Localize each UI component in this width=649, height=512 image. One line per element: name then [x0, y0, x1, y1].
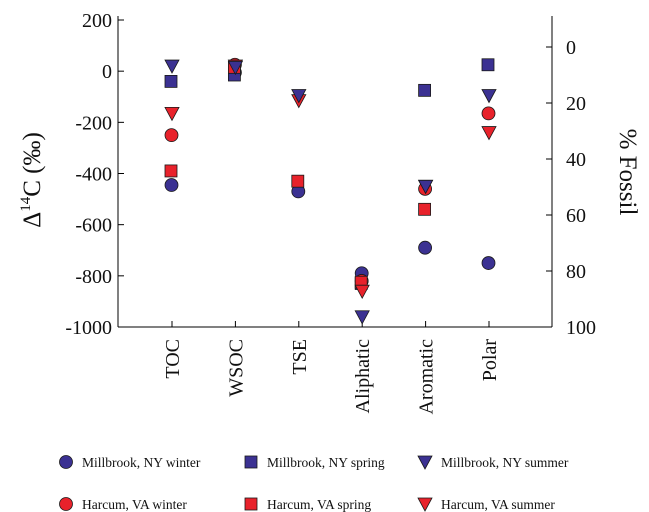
- y-tick-label: -600: [75, 215, 112, 237]
- y-tick-label: 200: [82, 10, 112, 32]
- data-point: [291, 174, 305, 188]
- y2-tick-label: 40: [566, 149, 586, 171]
- legend-marker: [59, 497, 73, 511]
- y-tick-label: -200: [75, 112, 112, 134]
- data-point: [164, 164, 178, 178]
- data-point: [418, 83, 432, 97]
- y-tick-label: -800: [75, 266, 112, 288]
- legend-item: Harcum, VA winter: [59, 497, 187, 512]
- y-axis-title-superscript: 14: [18, 196, 34, 212]
- data-point: [418, 240, 433, 255]
- legend-label: Millbrook, NY winter: [82, 455, 201, 470]
- legend-marker: [59, 455, 73, 469]
- x-tick-label: TSE: [289, 339, 311, 375]
- data-point: [354, 310, 370, 325]
- legend-label: Millbrook, NY spring: [267, 455, 385, 470]
- y-axis-title: Δ14C (‰): [18, 132, 46, 228]
- legend-marker: [244, 455, 258, 469]
- data-point: [164, 59, 180, 74]
- data-point: [481, 126, 497, 141]
- data-points: [164, 57, 497, 325]
- data-point: [481, 256, 496, 270]
- legend-label: Millbrook, NY summer: [441, 455, 569, 470]
- legend-label: Harcum, VA summer: [441, 497, 555, 512]
- y2-tick-label: 100: [566, 317, 596, 339]
- data-point: [418, 202, 432, 216]
- x-tick-label: TOC: [162, 339, 184, 379]
- legend-item: Harcum, VA summer: [417, 497, 555, 512]
- y-axis-title-suffix: C (‰): [19, 132, 46, 197]
- data-point: [164, 128, 179, 143]
- x-tick-label: WSOC: [225, 339, 247, 397]
- x-tick-label: Polar: [479, 339, 501, 382]
- legend-item: Millbrook, NY spring: [244, 455, 385, 470]
- axes: 200 0 -200 -400 -600 -800 -1000 0 20 40 60 80 100 TOC…: [65, 10, 596, 415]
- data-point: [291, 89, 307, 104]
- y-tick-label: 0: [102, 61, 112, 83]
- legend-marker: [417, 497, 433, 512]
- legend-item: Millbrook, NY winter: [59, 455, 201, 470]
- data-point: [481, 89, 497, 104]
- data-point: [417, 179, 434, 195]
- data-point: [354, 284, 370, 300]
- y2-tick-label: 60: [566, 205, 586, 227]
- legend-label: Harcum, VA spring: [267, 497, 371, 512]
- legend-item: Millbrook, NY summer: [417, 455, 569, 470]
- legend-marker: [244, 497, 258, 511]
- data-point: [481, 106, 496, 121]
- y2-tick-label: 80: [566, 261, 586, 283]
- x-tick-label: Aliphatic: [352, 339, 374, 414]
- y2-axis-title: % Fossil: [614, 129, 641, 216]
- legend-marker: [417, 455, 433, 470]
- legend: Millbrook, NY winter Millbrook, NY spring…: [59, 455, 569, 512]
- data-point: [164, 106, 180, 122]
- y2-tick-label: 20: [566, 93, 586, 115]
- data-point: [481, 58, 495, 72]
- y-tick-label: -400: [75, 164, 112, 186]
- data-point: [164, 75, 178, 88]
- y-tick-label: -1000: [65, 317, 112, 339]
- legend-item: Harcum, VA spring: [244, 497, 371, 512]
- legend-label: Harcum, VA winter: [82, 497, 187, 512]
- y-axis-title-prefix: Δ: [19, 212, 46, 228]
- data-point: [164, 178, 179, 192]
- x-tick-label: Aromatic: [416, 339, 438, 415]
- y2-tick-label: 0: [566, 37, 576, 59]
- data-point: [227, 60, 244, 76]
